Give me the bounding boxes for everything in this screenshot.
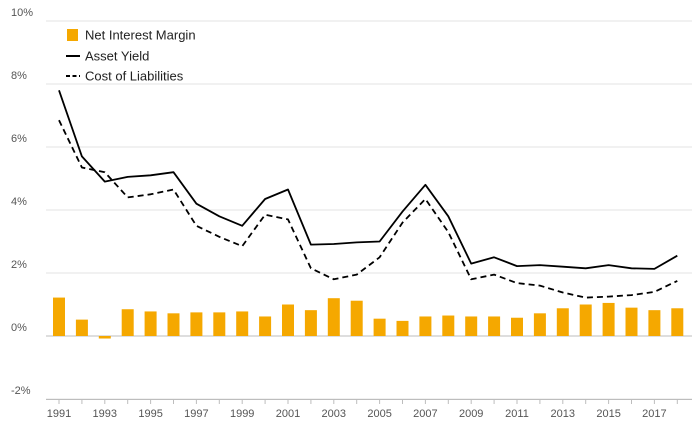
x-tick-label: 1991 — [47, 408, 71, 420]
bar — [602, 302, 615, 336]
bar — [304, 310, 317, 336]
bar — [671, 308, 684, 336]
bar — [511, 317, 523, 336]
x-tick-label: 1993 — [93, 408, 117, 420]
bar — [579, 304, 592, 336]
x-tick-label: 2009 — [459, 408, 483, 420]
y-axis-ticks: 10% 8% 6% 4% 2% 0% -2% — [11, 7, 33, 397]
bar — [625, 307, 638, 336]
bar — [442, 315, 455, 336]
x-tick-label: 1995 — [138, 408, 162, 420]
bar — [350, 300, 363, 336]
x-tick-label: 2011 — [505, 408, 529, 420]
legend-label: Net Interest Margin — [85, 28, 196, 43]
y-tick-label: 0% — [11, 322, 27, 334]
y-tick-label: -2% — [11, 385, 31, 397]
y-tick-label: 10% — [11, 7, 33, 19]
cost-of-liabilities-line — [58, 119, 678, 299]
x-tick-label: 1997 — [184, 408, 208, 420]
bar — [488, 316, 501, 336]
asset-yield-line — [58, 90, 678, 270]
bar — [236, 311, 249, 336]
bar — [327, 298, 340, 336]
y-tick-label: 6% — [11, 133, 27, 145]
legend: Net Interest Margin Asset Yield Cost of Li… — [66, 28, 196, 84]
bar — [53, 297, 65, 336]
bar — [556, 308, 569, 336]
bar — [282, 304, 294, 336]
x-tick-label: 1999 — [230, 408, 254, 420]
x-axis: 1991 1993 1995 1997 1999 2001 2003 2005 2007 2009… — [46, 399, 692, 420]
legend-label: Cost of Liabilities — [85, 69, 184, 84]
lines — [58, 90, 678, 299]
bar — [144, 311, 157, 336]
y-tick-label: 4% — [11, 196, 27, 208]
x-tick-label: 2003 — [322, 408, 346, 420]
bar — [648, 310, 661, 336]
bar — [213, 312, 226, 336]
bar — [98, 336, 111, 339]
bar — [75, 319, 88, 336]
bar — [190, 312, 203, 336]
bar — [419, 316, 432, 336]
x-tick-label: 2001 — [276, 408, 300, 420]
x-tick-label: 2005 — [367, 408, 391, 420]
x-tick-label: 2007 — [413, 408, 437, 420]
y-tick-label: 8% — [11, 70, 27, 82]
x-tick-label: 2015 — [596, 408, 620, 420]
x-tick-label: 2017 — [642, 408, 666, 420]
bar — [533, 313, 546, 336]
y-tick-label: 2% — [11, 259, 27, 271]
x-tick-label: 2013 — [551, 408, 575, 420]
bars — [53, 297, 684, 339]
bar — [121, 309, 134, 336]
legend-swatch — [67, 29, 78, 41]
bar — [465, 316, 478, 336]
bar — [396, 320, 409, 336]
bar — [259, 316, 272, 336]
bar — [373, 318, 386, 336]
bar — [167, 313, 180, 336]
legend-label: Asset Yield — [85, 49, 149, 64]
